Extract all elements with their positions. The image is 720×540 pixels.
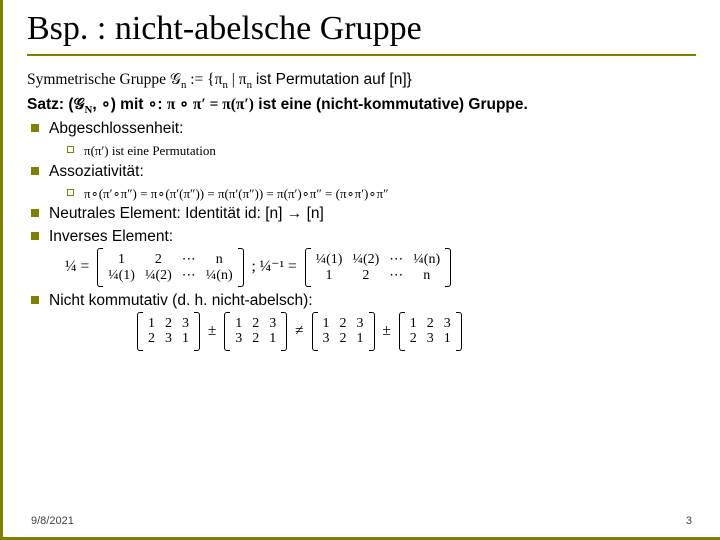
bullet-text: Assoziativität: <box>49 162 144 183</box>
slide-body: Symmetrische Gruppe 𝒢n := {πn | πn ist P… <box>27 70 696 347</box>
bullet-nichtkommutativ: Nicht kommutativ (d. h. nicht-abelsch): <box>31 291 696 312</box>
bullet-abgeschlossenheit: Abgeschlossenheit: <box>31 119 696 140</box>
subbullet-icon <box>67 146 74 153</box>
footer-date: 9/8/2021 <box>31 515 74 527</box>
lhs: ¼ = <box>65 258 89 275</box>
inverse-formula: ¼ = 12⋯n ¼(1)¼(2)⋯¼(n) ; ¼⁻¹ = ¼(1)¼(2)⋯… <box>61 252 696 283</box>
mid: ; ¼⁻¹ = <box>251 258 296 275</box>
bullet-icon <box>31 232 39 240</box>
matrix-b: 123 321 <box>224 316 287 347</box>
op2: ± <box>382 322 391 339</box>
bullet-neutral: Neutrales Element: Identität id: [n] → [… <box>31 204 696 225</box>
matrix-pi-inv: ¼(1)¼(2)⋯¼(n) 12⋯n <box>305 252 451 283</box>
bullet-text: Abgeschlossenheit: <box>49 119 183 140</box>
definition-line: Symmetrische Gruppe 𝒢n := {πn | πn ist P… <box>27 70 696 93</box>
slide-title: Bsp. : nicht-abelsche Gruppe <box>27 10 696 56</box>
subbullet-text: π∘(π′∘π″) = π∘(π′(π″)) = π(π′(π″)) = π(π… <box>84 185 389 203</box>
bullet-assoziativitat: Assoziativität: <box>31 162 696 183</box>
subbullet-assoc-formula: π∘(π′∘π″) = π∘(π′(π″)) = π(π′(π″)) = π(π… <box>67 185 696 203</box>
neq: ≠ <box>295 322 304 339</box>
slide: Bsp. : nicht-abelsche Gruppe Symmetrisch… <box>0 0 720 540</box>
footer-page: 3 <box>686 515 692 527</box>
bullet-icon <box>31 124 39 132</box>
bullet-text: Neutrales Element: Identität id: [n] → [… <box>49 204 324 225</box>
subbullet-text: π(π′) ist eine Permutation <box>84 142 216 160</box>
noncommutative-formula: 123 231 ± 123 321 ≠ 123 321 <box>137 316 696 347</box>
bullet-icon <box>31 209 39 217</box>
matrix-c: 123 321 <box>312 316 375 347</box>
bullet-inverse: Inverses Element: <box>31 227 696 248</box>
matrix-pi: 12⋯n ¼(1)¼(2)⋯¼(n) <box>97 252 243 283</box>
bullet-icon <box>31 296 39 304</box>
matrix-a: 123 231 <box>137 316 200 347</box>
bullet-text: Nicht kommutativ (d. h. nicht-abelsch): <box>49 291 313 312</box>
matrix-d: 123 231 <box>399 316 462 347</box>
bullet-icon <box>31 167 39 175</box>
op1: ± <box>208 322 217 339</box>
satz-line: Satz: (𝒢N, ∘) mit ∘: π ∘ π′ = π(π′) ist … <box>27 95 696 118</box>
footer: 9/8/2021 3 <box>31 515 692 527</box>
bullet-text: Inverses Element: <box>49 227 173 248</box>
subbullet-icon <box>67 189 74 196</box>
subbullet-permutation: π(π′) ist eine Permutation <box>67 142 696 160</box>
